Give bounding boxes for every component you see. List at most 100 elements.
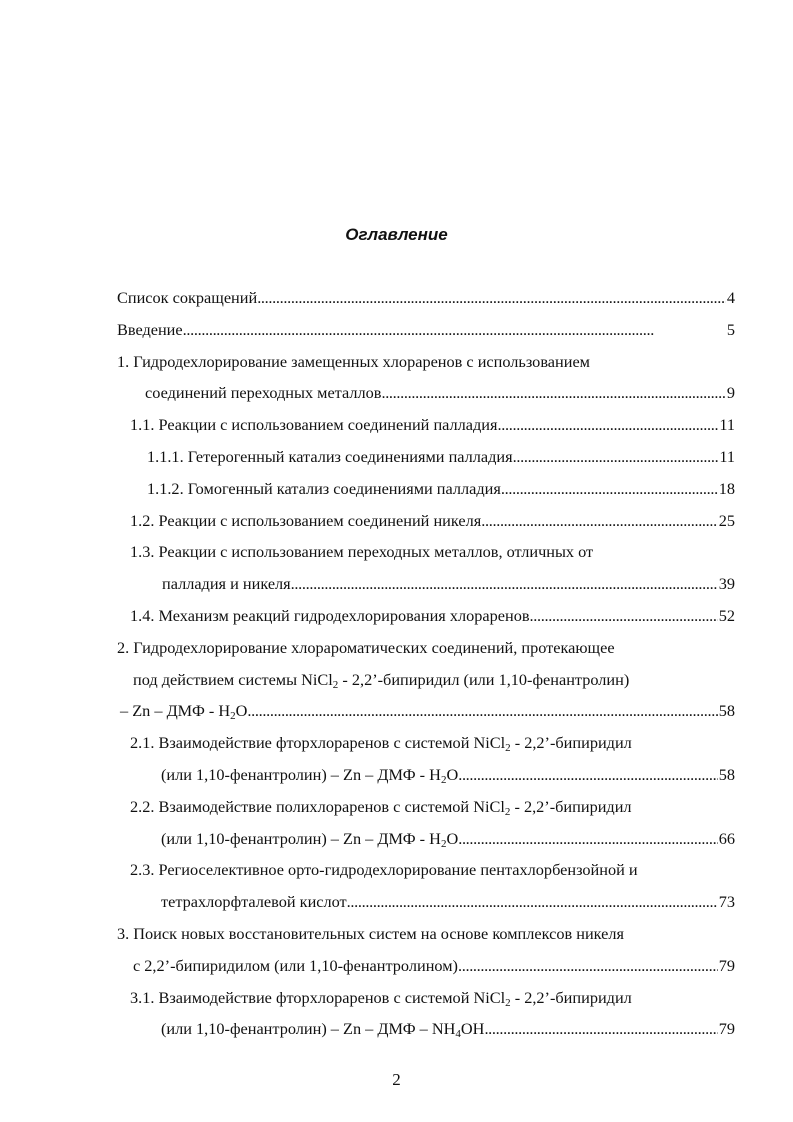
toc-entry-line: 3. Поиск новых восстановительных систем … (117, 922, 735, 954)
toc-entry-text: палладия и никеля (162, 572, 291, 604)
text-segment: 1.1.1. Гетерогенный катализ соединениями… (147, 446, 513, 466)
toc-entry-text: Введение (117, 318, 183, 350)
dot-leader (247, 699, 717, 731)
text-segment: соединений переходных металлов (145, 383, 382, 403)
toc-entry-line: Список сокращений 4 (117, 286, 735, 318)
toc-entry-line: – Zn – ДМФ - H2O 58 (117, 699, 735, 731)
toc-entry-text: 1.1.2. Гомогенный катализ соединениями п… (147, 477, 501, 509)
toc-page-number: 4 (726, 288, 735, 307)
text-segment: 1.1.2. Гомогенный катализ соединениями п… (147, 478, 501, 498)
text-segment: O (446, 828, 459, 848)
dot-leader (458, 954, 718, 986)
toc-entry-line: 1.2. Реакции с использованием соединений… (117, 509, 735, 541)
dot-leader (501, 477, 718, 509)
toc-entry-text: 2. Гидродехлорирование хлорароматических… (117, 636, 615, 668)
toc-entry-text: Список сокращений (117, 286, 257, 318)
toc-entry-line: 1.1.1. Гетерогенный катализ соединениями… (117, 445, 735, 477)
toc-page-number: 73 (718, 892, 735, 912)
table-of-contents: Список сокращений 4 Введение 5 1. Гидродехло… (117, 286, 735, 1049)
toc-page-number: 52 (718, 605, 735, 625)
toc-entry-text: 2.2. Взаимодействие полихлораренов с сис… (130, 795, 632, 827)
toc-page-number: 58 (718, 764, 735, 784)
toc-page-number: 39 (718, 574, 735, 594)
text-segment: 2.3. Региоселективное орто-гидродехлорир… (130, 860, 638, 880)
text-segment: - 2,2’-бипиридил (510, 796, 632, 816)
text-segment: 2.1. Взаимодействие фторхлораренов с сис… (130, 733, 506, 753)
toc-entry-text: 3. Поиск новых восстановительных систем … (117, 922, 624, 954)
dot-leader (347, 890, 718, 922)
text-segment: 1.1. Реакции с использованием соединений… (130, 415, 498, 435)
toc-entry-line: 2.2. Взаимодействие полихлораренов с сис… (117, 795, 735, 827)
toc-entry-text: 1.4. Механизм реакций гидродехлорировани… (130, 604, 530, 636)
toc-page-number: 5 (726, 319, 735, 339)
text-segment: с 2,2’-бипиридилом (или 1,10-фенантролин… (133, 955, 458, 975)
subscript: 2 (505, 742, 511, 755)
text-segment: Список сокращений (117, 288, 258, 307)
text-segment: - 2,2’-бипиридил (510, 733, 632, 753)
toc-entry-text: 2.1. Взаимодействие фторхлораренов с сис… (130, 731, 632, 763)
dot-leader (484, 1017, 717, 1049)
toc-entry-line: 1.1.2. Гомогенный катализ соединениями п… (117, 477, 735, 509)
dot-leader (513, 445, 719, 477)
dot-leader (381, 381, 725, 413)
toc-page-number: 11 (719, 415, 735, 435)
toc-page-number: 79 (718, 955, 735, 975)
toc-entry-line: соединений переходных металлов 9 (117, 381, 735, 413)
text-segment: OH (460, 1019, 485, 1039)
toc-entry-line: 1.3. Реакции с использованием переходных… (117, 540, 735, 572)
text-segment: O (446, 764, 459, 784)
toc-entry-line: (или 1,10-фенантролин) – Zn – ДМФ - H2O 5… (117, 763, 735, 795)
dot-leader (257, 286, 726, 318)
toc-entry-line: 1. Гидродехлорирование замещенных хлорар… (117, 350, 735, 382)
subscript: 4 (455, 1028, 461, 1041)
toc-entry-text: 1.3. Реакции с использованием переходных… (130, 540, 593, 572)
toc-page-number: 11 (719, 446, 735, 466)
text-segment: 1.4. Механизм реакций гидродехлорировани… (130, 605, 530, 625)
text-segment: Введение (117, 319, 183, 339)
toc-entry-line: (или 1,10-фенантролин) – Zn – ДМФ - H2O 6… (117, 827, 735, 859)
text-segment: 1. Гидродехлорирование замещенных хлорар… (117, 351, 590, 371)
toc-entry-text: 3.1. Взаимодействие фторхлораренов с сис… (130, 986, 632, 1018)
toc-entry-line: палладия и никеля 39 (117, 572, 735, 604)
toc-page-number: 66 (718, 828, 735, 848)
dot-leader (458, 763, 718, 795)
toc-page-number: 9 (726, 383, 735, 403)
toc-entry-text: (или 1,10-фенантролин) – Zn – ДМФ - H2O (161, 827, 458, 859)
dot-leader (481, 509, 717, 541)
toc-entry-text: 1.1.1. Гетерогенный катализ соединениями… (147, 445, 513, 477)
toc-entry-text: соединений переходных металлов (145, 381, 381, 413)
text-segment: 1.3. Реакции с использованием переходных… (130, 542, 594, 562)
toc-entry-text: 2.3. Региоселективное орто-гидродехлорир… (130, 858, 638, 890)
subscript: 2 (504, 805, 511, 818)
subscript: 2 (440, 773, 447, 786)
dot-leader (498, 413, 719, 445)
text-segment: - 2,2’-бипиридил (510, 987, 632, 1007)
toc-entry-text: (или 1,10-фенантролин) – Zn – ДМФ - H2O (161, 763, 458, 795)
toc-entry-text: 1.2. Реакции с использованием соединений… (130, 509, 481, 541)
subscript: 2 (440, 837, 447, 850)
toc-entry-line: Введение 5 (117, 318, 735, 350)
dot-leader (291, 572, 718, 604)
toc-entry-text: 1. Гидродехлорирование замещенных хлорар… (117, 350, 590, 382)
text-segment: O (235, 701, 248, 721)
subscript: 2 (230, 710, 236, 723)
text-segment: (или 1,10-фенантролин) – Zn – ДМФ - H (161, 764, 441, 784)
text-segment: - 2,2’-бипиридил (или 1,10-фенантролин) (338, 669, 630, 689)
toc-entry-line: 2.3. Региоселективное орто-гидродехлорир… (117, 858, 735, 890)
text-segment: палладия и никеля (162, 574, 291, 594)
text-segment: (или 1,10-фенантролин) – Zn – ДМФ – NH (161, 1019, 456, 1039)
toc-page-number: 25 (718, 510, 735, 530)
dot-leader (458, 827, 718, 859)
toc-entry-line: 2. Гидродехлорирование хлорароматических… (117, 636, 735, 668)
text-segment: 3. Поиск новых восстановительных систем … (117, 923, 624, 943)
toc-page-number: 18 (718, 478, 735, 498)
toc-entry-line: (или 1,10-фенантролин) – Zn – ДМФ – NH4O… (117, 1017, 735, 1049)
text-segment: тетрахлорфталевой кислот (161, 892, 347, 912)
toc-entry-text: под действием системы NiCl2 - 2,2’-бипир… (133, 668, 629, 700)
toc-entry-text: (или 1,10-фенантролин) – Zn – ДМФ – NH4O… (161, 1017, 484, 1049)
toc-page-number: 79 (718, 1019, 735, 1039)
text-segment: 3.1. Взаимодействие фторхлораренов с сис… (130, 987, 506, 1007)
text-segment: 2.2. Взаимодействие полихлораренов с сис… (130, 796, 505, 816)
text-segment: – Zn – ДМФ - H (120, 701, 231, 721)
text-segment: (или 1,10-фенантролин) – Zn – ДМФ - H (161, 828, 441, 848)
